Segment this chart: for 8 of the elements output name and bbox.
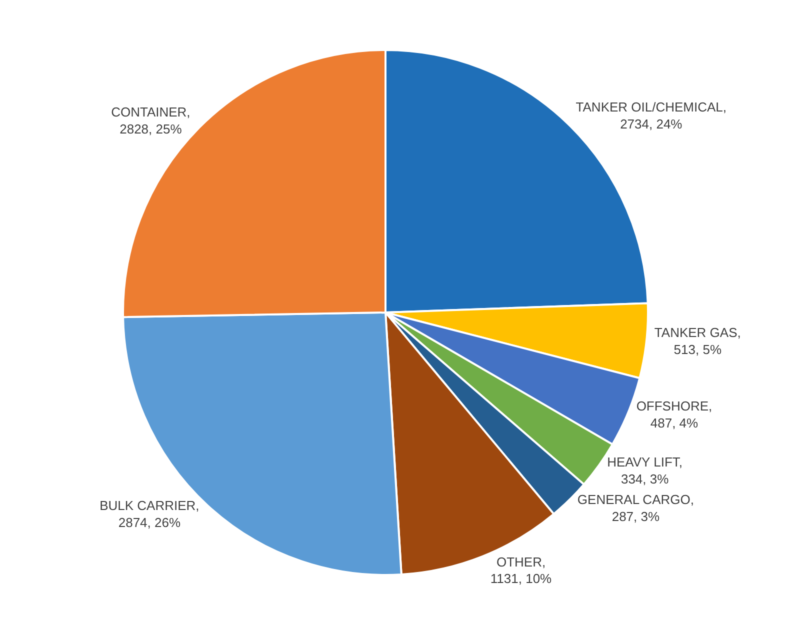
slice-label: HEAVY LIFT, 334, 3% <box>607 454 683 486</box>
slice-label: OFFSHORE, 487, 4% <box>636 398 712 430</box>
slice-label: TANKER GAS, 513, 5% <box>654 325 741 358</box>
slice-label: TANKER OIL/CHEMICAL, 2734, 24% <box>576 99 727 132</box>
slice-label: CONTAINER, 2828, 25% <box>111 104 190 137</box>
slice-label: OTHER, 1131, 10% <box>490 554 552 586</box>
slice-label: GENERAL CARGO, 287, 3% <box>577 492 694 524</box>
slice-label: BULK CARRIER, 2874, 26% <box>100 498 200 530</box>
